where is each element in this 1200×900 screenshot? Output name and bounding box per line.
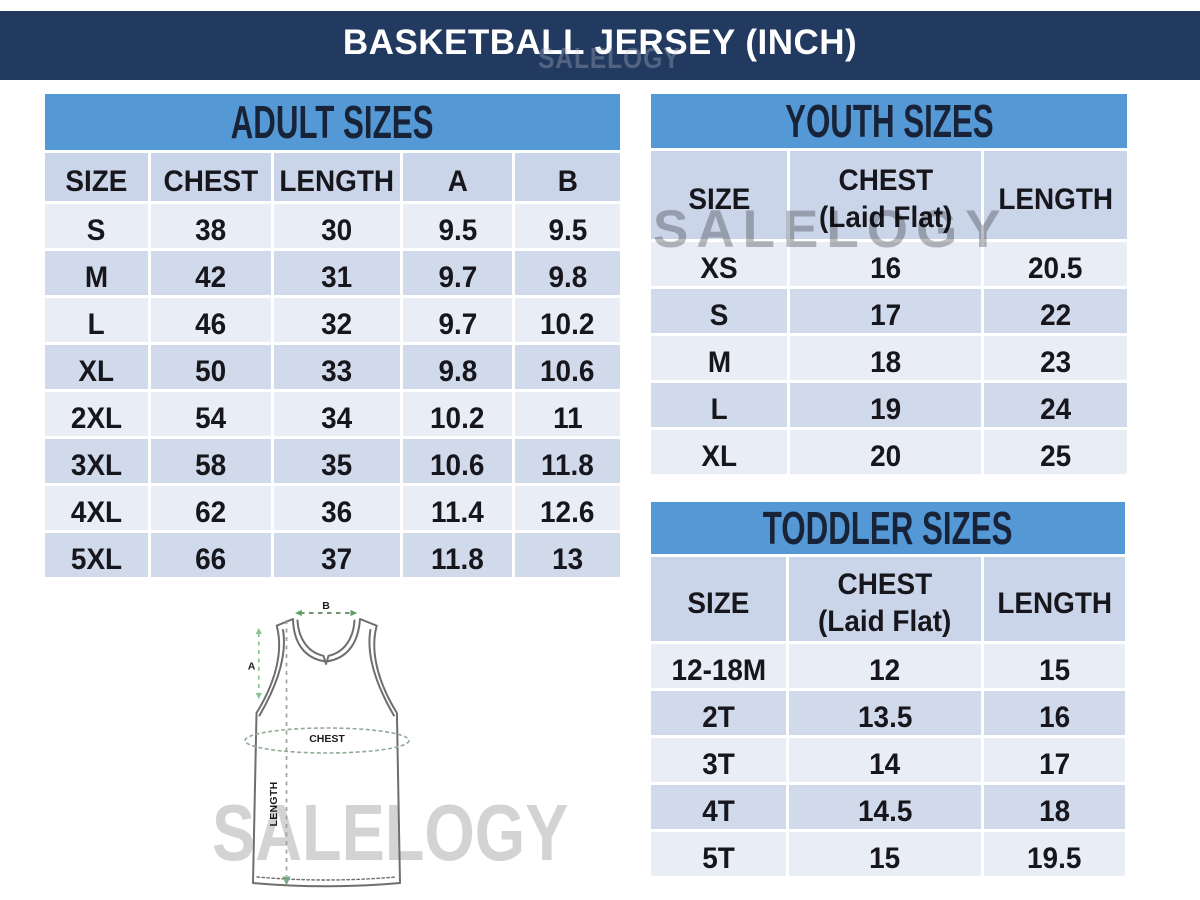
svg-text:CHEST: CHEST: [309, 733, 345, 745]
svg-text:A: A: [248, 660, 256, 672]
svg-text:B: B: [322, 600, 330, 612]
svg-text:LENGTH: LENGTH: [268, 782, 280, 827]
